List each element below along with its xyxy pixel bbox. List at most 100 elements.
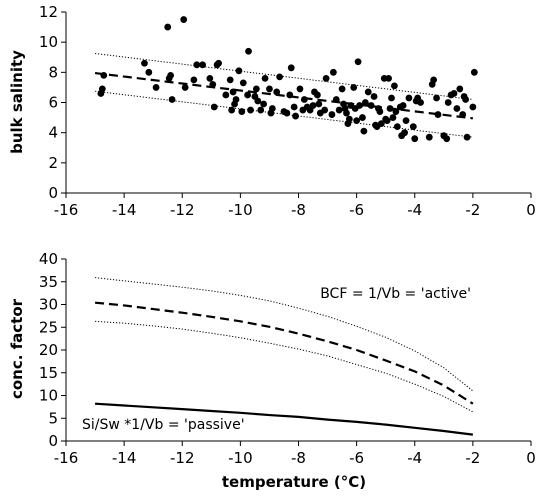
top-data-point <box>383 117 391 124</box>
top-data-point <box>260 100 268 108</box>
top-data-point <box>313 91 321 99</box>
bottom-y-tick-label: 35 <box>39 273 58 291</box>
top-data-point <box>444 99 452 106</box>
top-data-point <box>391 82 398 90</box>
top-data-point <box>296 85 304 93</box>
top-data-point <box>309 102 317 109</box>
top-data-point <box>343 109 350 117</box>
top-data-point <box>254 97 262 105</box>
top-y-tick-label: 0 <box>48 184 58 202</box>
bottom-y-tick-label: 5 <box>48 409 58 427</box>
top-y-tick-label: 12 <box>39 3 58 21</box>
bottom-series-line-dashed-0 <box>94 301 474 405</box>
bottom-series-line-dotted-2 <box>95 320 474 413</box>
bottom-y-tick-label: 30 <box>39 296 58 314</box>
top-data-point <box>388 94 395 102</box>
top-x-tick-label: 0 <box>526 201 536 219</box>
top-data-point <box>226 76 234 84</box>
top-data-point <box>268 105 276 112</box>
bottom-x-tick-label: -8 <box>291 449 306 467</box>
bottom-x-axis-title: temperature (°C) <box>222 473 366 491</box>
top-data-point <box>328 111 336 118</box>
annotation-active: BCF = 1/Vb = 'active' <box>320 286 471 302</box>
top-data-point <box>321 106 329 114</box>
bottom-y-tick-label: 25 <box>39 318 58 336</box>
top-data-point <box>433 94 440 102</box>
top-data-point <box>470 68 478 76</box>
top-data-point <box>469 103 477 111</box>
top-data-point <box>399 102 407 109</box>
top-x-tick-label: -14 <box>112 201 137 219</box>
top-data-point <box>145 68 153 76</box>
bottom-y-tick-label: 15 <box>39 364 58 382</box>
top-data-point <box>181 84 189 91</box>
top-series-line-dotted-3 <box>94 90 473 138</box>
bottom-x-tick-label: -6 <box>349 449 364 467</box>
top-y-tick-label: 8 <box>48 63 58 81</box>
top-data-point <box>315 100 323 108</box>
top-data-point <box>389 114 397 121</box>
top-data-point <box>376 108 384 115</box>
bottom-y-axis-title: conc. factor <box>8 298 26 399</box>
top-data-point <box>393 123 401 131</box>
top-data-point <box>354 58 362 66</box>
top-data-point <box>450 90 458 97</box>
bottom-x-tick-label: -4 <box>407 449 422 467</box>
top-data-point <box>385 74 392 82</box>
top-x-tick-label: -12 <box>170 201 195 219</box>
top-data-point <box>359 114 366 121</box>
bottom-y-tick-label: 0 <box>48 432 58 450</box>
top-y-tick-label: 4 <box>48 124 58 142</box>
top-series-line-dotted-2 <box>94 52 473 100</box>
top-chart: -16 -14 -12 -10 -8 -6 -4 -2 0 0 2 4 6 8 10 12 bulk sali… <box>8 3 536 219</box>
bottom-y-tick-label: 40 <box>39 250 58 268</box>
top-data-point <box>360 127 368 135</box>
top-data-point <box>252 85 260 93</box>
annotation-passive: Si/Sw *1/Vb = 'passive' <box>82 417 245 433</box>
top-x-tick-label: -8 <box>291 201 306 219</box>
top-data-point <box>232 96 240 103</box>
top-data-point <box>245 47 252 55</box>
top-x-tick-label: -6 <box>349 201 364 219</box>
top-data-point <box>152 84 160 91</box>
bottom-series-line-solid-3 <box>94 402 474 436</box>
top-data-point <box>364 88 372 96</box>
bottom-y-tick-label: 20 <box>39 341 58 359</box>
top-data-point <box>329 68 337 76</box>
top-data-point <box>370 93 378 100</box>
top-data-point <box>164 23 172 31</box>
top-data-point <box>401 129 408 137</box>
top-data-point <box>261 74 269 82</box>
top-y-axis-title: bulk salinity <box>8 50 26 154</box>
top-x-tick-label: -16 <box>54 201 79 219</box>
top-data-point <box>193 61 201 69</box>
top-data-point <box>402 117 410 124</box>
top-x-tick-label: -2 <box>465 201 480 219</box>
top-y-tick-label: 10 <box>39 33 58 51</box>
top-data-point <box>290 103 298 111</box>
top-y-tick-label: 2 <box>48 154 58 172</box>
top-data-point <box>283 109 291 117</box>
top-data-point <box>180 16 188 23</box>
top-data-point <box>257 106 265 114</box>
top-data-point <box>411 135 419 143</box>
top-data-point <box>199 61 206 69</box>
top-data-point <box>453 105 461 112</box>
top-data-point <box>462 96 470 103</box>
top-data-point <box>276 73 284 81</box>
top-data-point <box>168 96 176 103</box>
bottom-x-tick-label: 0 <box>526 449 536 467</box>
top-data-point <box>141 59 148 67</box>
top-data-point <box>409 123 417 131</box>
top-data-point <box>210 103 218 111</box>
bottom-y-tick-label: 10 <box>39 387 58 405</box>
top-chart-marks <box>94 16 478 143</box>
top-data-point <box>443 135 451 143</box>
top-y-tick-label: 6 <box>48 94 58 112</box>
bottom-x-tick-label: -2 <box>465 449 480 467</box>
top-data-point <box>353 117 361 124</box>
top-data-point <box>239 79 247 87</box>
top-data-point <box>190 76 198 84</box>
bottom-x-tick-label: -16 <box>54 449 79 467</box>
top-data-point <box>405 94 413 102</box>
